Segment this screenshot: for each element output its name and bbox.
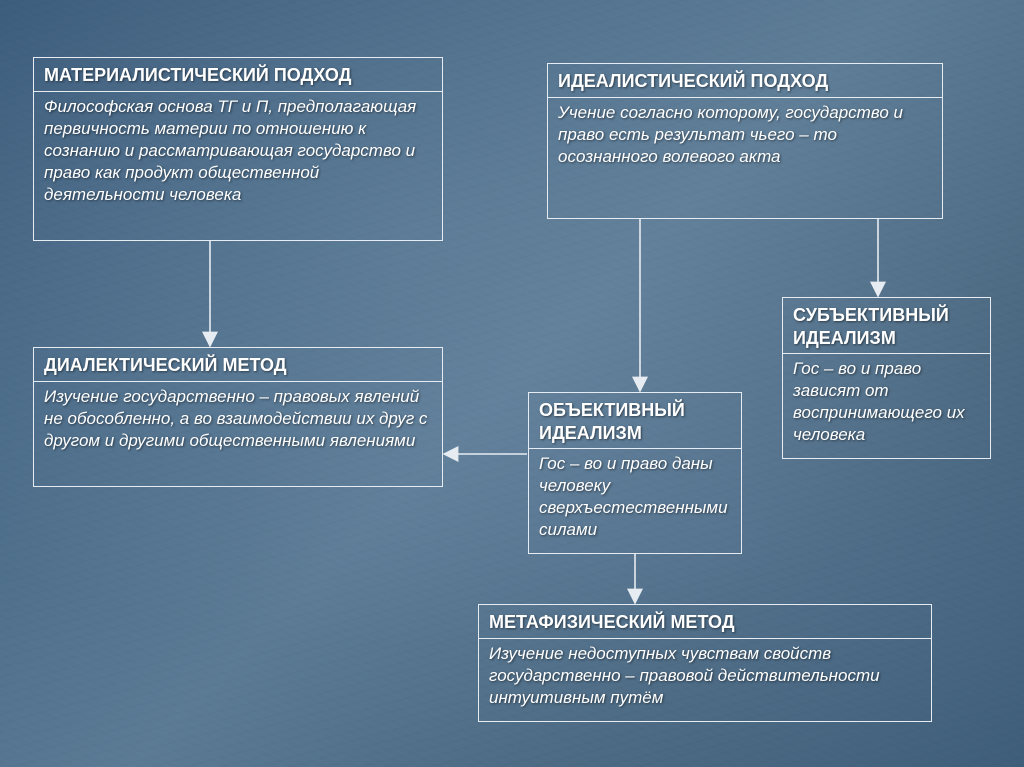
node-subjective-title: СУБЪЕКТИВНЫЙ ИДЕАЛИЗМ: [783, 298, 990, 354]
node-objective: ОБЪЕКТИВНЫЙ ИДЕАЛИЗМ Гос – во и право да…: [528, 392, 742, 554]
node-idealistic-body: Учение согласно которому, государство и …: [548, 98, 942, 176]
node-metaphysical-body: Изучение недоступных чувствам свойств го…: [479, 639, 931, 717]
node-objective-title: ОБЪЕКТИВНЫЙ ИДЕАЛИЗМ: [529, 393, 741, 449]
node-subjective: СУБЪЕКТИВНЫЙ ИДЕАЛИЗМ Гос – во и право з…: [782, 297, 991, 459]
node-materialistic-body: Философская основа ТГ и П, предполагающа…: [34, 92, 442, 214]
node-dialectic-body: Изучение государственно – правовых явлен…: [34, 382, 442, 460]
node-metaphysical: МЕТАФИЗИЧЕСКИЙ МЕТОД Изучение недоступны…: [478, 604, 932, 722]
node-metaphysical-title: МЕТАФИЗИЧЕСКИЙ МЕТОД: [479, 605, 931, 639]
node-idealistic-title: ИДЕАЛИСТИЧЕСКИЙ ПОДХОД: [548, 64, 942, 98]
node-materialistic-title: МАТЕРИАЛИСТИЧЕСКИЙ ПОДХОД: [34, 58, 442, 92]
node-idealistic: ИДЕАЛИСТИЧЕСКИЙ ПОДХОД Учение согласно к…: [547, 63, 943, 219]
node-subjective-body: Гос – во и право зависят от воспринимающ…: [783, 354, 990, 454]
node-dialectic-title: ДИАЛЕКТИЧЕСКИЙ МЕТОД: [34, 348, 442, 382]
node-materialistic: МАТЕРИАЛИСТИЧЕСКИЙ ПОДХОД Философская ос…: [33, 57, 443, 241]
node-objective-body: Гос – во и право даны человеку сверхъест…: [529, 449, 741, 549]
node-dialectic: ДИАЛЕКТИЧЕСКИЙ МЕТОД Изучение государств…: [33, 347, 443, 487]
